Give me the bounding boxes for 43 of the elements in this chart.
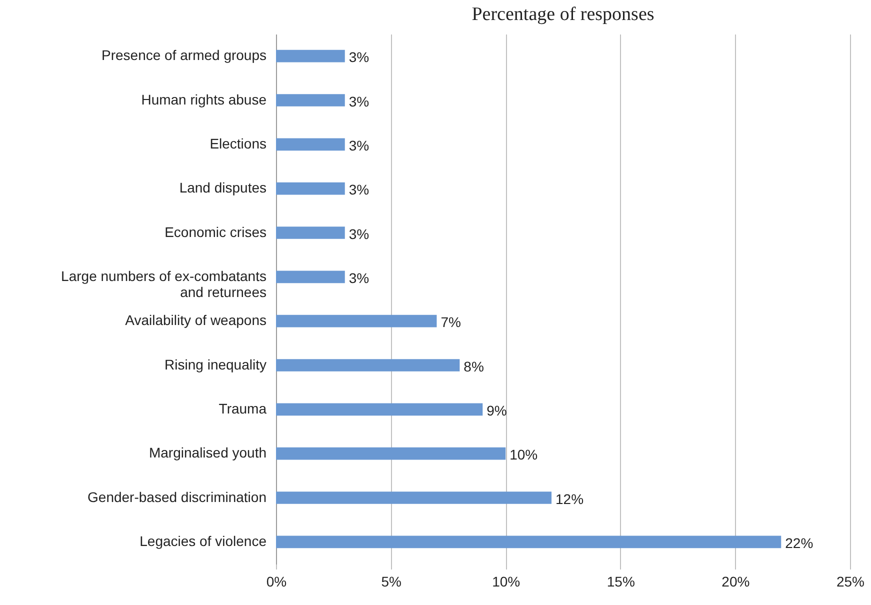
data-label: 3%: [348, 226, 370, 242]
bar: [276, 182, 345, 195]
y-tick-label: Gender-based discrimination: [88, 488, 266, 505]
x-tick-label: 15%: [606, 574, 635, 590]
y-tick-label: Large numbers of ex-combatants and returnees: [61, 268, 266, 300]
x-tick-label: 5%: [381, 574, 402, 590]
y-tick-label: Presence of armed groups: [102, 47, 266, 64]
x-tick-label: 25%: [836, 574, 865, 590]
bar: [276, 359, 460, 372]
x-tick-label: 20%: [722, 574, 750, 590]
data-label: 3%: [348, 182, 370, 198]
y-tick-label: Marginalised youth: [148, 444, 266, 461]
y-tick-label: Land disputes: [179, 180, 266, 196]
bar: [276, 314, 437, 328]
data-label: 3%: [348, 93, 370, 110]
bar: [276, 50, 345, 62]
x-tick-label: 10%: [492, 574, 520, 590]
y-tick-label: Availability of weapons: [125, 312, 266, 328]
data-label: 12%: [556, 490, 584, 507]
y-tick-label: Trauma: [218, 400, 267, 416]
y-tick-label: Rising inequality: [164, 356, 266, 372]
chart-title: Percentage of responses: [472, 4, 654, 25]
y-tick-label: Economic crises: [164, 224, 266, 240]
bar: [276, 226, 345, 239]
data-label: 9%: [486, 402, 507, 418]
data-label: 10%: [510, 446, 538, 463]
y-tick-label: Legacies of violence: [140, 532, 267, 549]
data-label: 3%: [348, 270, 370, 286]
data-label: 3%: [348, 49, 370, 66]
bar: [276, 447, 506, 460]
data-label: 8%: [464, 358, 484, 374]
data-label: 22%: [785, 534, 814, 551]
bar: [276, 536, 782, 548]
x-tick-label: 0%: [266, 574, 287, 590]
bar: [276, 492, 552, 504]
y-tick-label: Human rights abuse: [141, 91, 267, 108]
y-tick-label: Elections: [210, 135, 266, 152]
bar: [276, 403, 483, 416]
bar: [276, 270, 345, 284]
data-label: 3%: [348, 137, 370, 154]
data-label: 7%: [440, 314, 461, 330]
bar: [276, 94, 345, 106]
bar: [276, 138, 345, 151]
